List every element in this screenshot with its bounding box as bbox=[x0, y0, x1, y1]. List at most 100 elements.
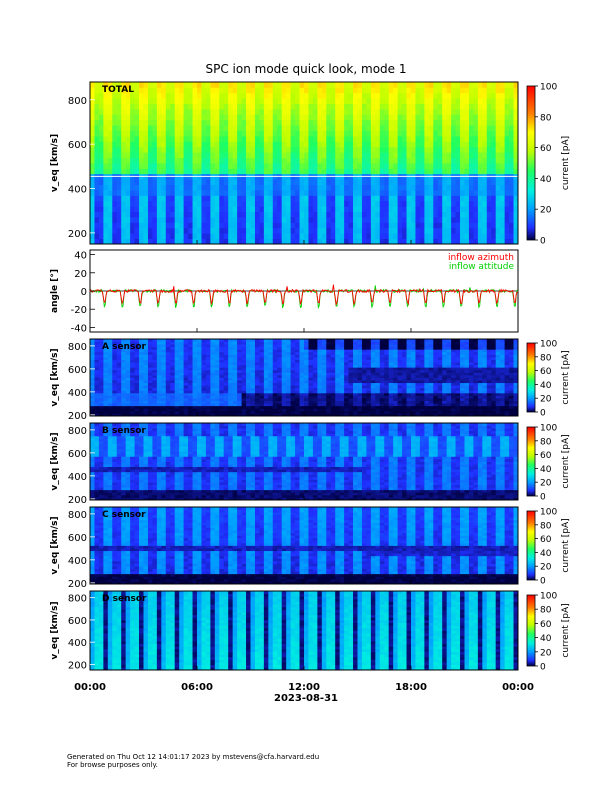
heatmap-cell bbox=[388, 195, 394, 202]
heatmap-cell bbox=[446, 211, 452, 218]
heatmap-cell bbox=[246, 109, 251, 115]
heatmap-cell bbox=[241, 413, 247, 417]
heatmap-cell bbox=[188, 152, 193, 158]
heatmap-cell bbox=[250, 184, 256, 191]
heatmap-cell bbox=[192, 380, 198, 384]
heatmap-cell bbox=[361, 109, 367, 115]
heatmap-cell bbox=[214, 146, 220, 153]
heatmap-cell bbox=[125, 157, 131, 164]
heatmap-cell bbox=[393, 168, 399, 175]
heatmap-cell bbox=[125, 364, 131, 368]
heatmap-cell bbox=[402, 238, 407, 245]
heatmap-cell bbox=[375, 184, 381, 191]
heatmap-cell bbox=[246, 413, 251, 417]
heatmap-cell bbox=[263, 372, 269, 376]
heatmap-cell bbox=[312, 382, 318, 386]
heatmap-cell bbox=[94, 377, 100, 381]
heatmap-cell bbox=[486, 152, 492, 158]
heatmap-cell bbox=[165, 206, 171, 212]
heatmap-cell bbox=[304, 351, 309, 355]
heatmap-cell bbox=[464, 92, 470, 99]
heatmap-cell bbox=[94, 184, 100, 191]
heatmap-cell bbox=[223, 168, 229, 175]
heatmap-cell bbox=[495, 152, 501, 158]
heatmap-cell bbox=[308, 385, 314, 389]
y-tick-label: 800 bbox=[68, 96, 87, 107]
heatmap-cell bbox=[272, 354, 278, 358]
heatmap-cell bbox=[263, 222, 269, 229]
heatmap-cell bbox=[326, 184, 332, 191]
heatmap-cell bbox=[139, 346, 144, 350]
heatmap-cell bbox=[232, 157, 238, 164]
heatmap-cell bbox=[130, 222, 135, 229]
heatmap-cell bbox=[214, 103, 220, 110]
heatmap-cell bbox=[201, 349, 207, 353]
heatmap-cell bbox=[107, 387, 113, 391]
heatmap-cell bbox=[219, 157, 225, 164]
heatmap-cell bbox=[228, 400, 234, 404]
heatmap-cell bbox=[317, 200, 323, 207]
heatmap-cell bbox=[263, 349, 269, 353]
heatmap-cell bbox=[188, 387, 193, 391]
heatmap-cell bbox=[130, 339, 135, 342]
heatmap-cell bbox=[134, 395, 140, 399]
heatmap-cell bbox=[335, 98, 341, 104]
heatmap-cell bbox=[134, 362, 140, 366]
heatmap-cell bbox=[348, 87, 354, 94]
heatmap-cell bbox=[286, 238, 292, 245]
heatmap-cell bbox=[201, 346, 207, 350]
heatmap-cell bbox=[254, 372, 260, 376]
heatmap-cell bbox=[321, 349, 327, 353]
heatmap-cell bbox=[428, 179, 434, 185]
heatmap-cell bbox=[366, 190, 372, 196]
heatmap-cell bbox=[370, 98, 376, 104]
heatmap-cell bbox=[304, 109, 309, 115]
heatmap-cell bbox=[263, 211, 269, 218]
heatmap-cell bbox=[455, 163, 461, 169]
heatmap-cell bbox=[161, 395, 167, 399]
heatmap-cell bbox=[214, 372, 220, 376]
heatmap-cell bbox=[304, 136, 309, 142]
heatmap-cell bbox=[103, 114, 109, 121]
heatmap-cell bbox=[139, 141, 144, 148]
heatmap-cell bbox=[290, 141, 296, 148]
heatmap-cell bbox=[370, 382, 376, 386]
heatmap-cell bbox=[468, 195, 474, 202]
heatmap-cell bbox=[411, 98, 416, 104]
heatmap-cell bbox=[344, 359, 349, 363]
heatmap-cell bbox=[335, 227, 341, 234]
heatmap-cell bbox=[188, 346, 193, 350]
heatmap-cell bbox=[451, 190, 456, 196]
heatmap-cell bbox=[335, 359, 341, 363]
heatmap-cell bbox=[152, 82, 158, 88]
heatmap-cell bbox=[357, 400, 363, 404]
legend-entry: inflow azimuth bbox=[448, 253, 514, 263]
heatmap-cell bbox=[170, 349, 176, 353]
heatmap-cell bbox=[348, 190, 354, 196]
heatmap-cell bbox=[312, 146, 318, 153]
heatmap-cell bbox=[246, 403, 251, 407]
heatmap-cell bbox=[339, 364, 345, 368]
heatmap-cell bbox=[214, 362, 220, 366]
heatmap-cell bbox=[125, 377, 131, 381]
heatmap-cell bbox=[317, 374, 323, 378]
heatmap-cell bbox=[210, 339, 216, 342]
heatmap-cell bbox=[254, 380, 260, 384]
heatmap-cell bbox=[326, 351, 332, 355]
heatmap-cell bbox=[130, 351, 135, 355]
heatmap-cell bbox=[286, 114, 292, 121]
heatmap-cell bbox=[237, 238, 242, 245]
heatmap-cell bbox=[174, 359, 180, 363]
heatmap-cell bbox=[477, 141, 483, 148]
heatmap-cell bbox=[326, 403, 332, 407]
heatmap-cell bbox=[134, 372, 140, 376]
heatmap-cell bbox=[361, 354, 367, 358]
heatmap-cell bbox=[254, 341, 260, 345]
heatmap-cell bbox=[112, 405, 118, 409]
heatmap-cell bbox=[232, 398, 238, 401]
heatmap-cell bbox=[500, 103, 506, 110]
heatmap-cell bbox=[397, 103, 403, 110]
heatmap-cell bbox=[317, 403, 323, 407]
heatmap-cell bbox=[90, 146, 95, 153]
heatmap-cell bbox=[170, 103, 176, 110]
